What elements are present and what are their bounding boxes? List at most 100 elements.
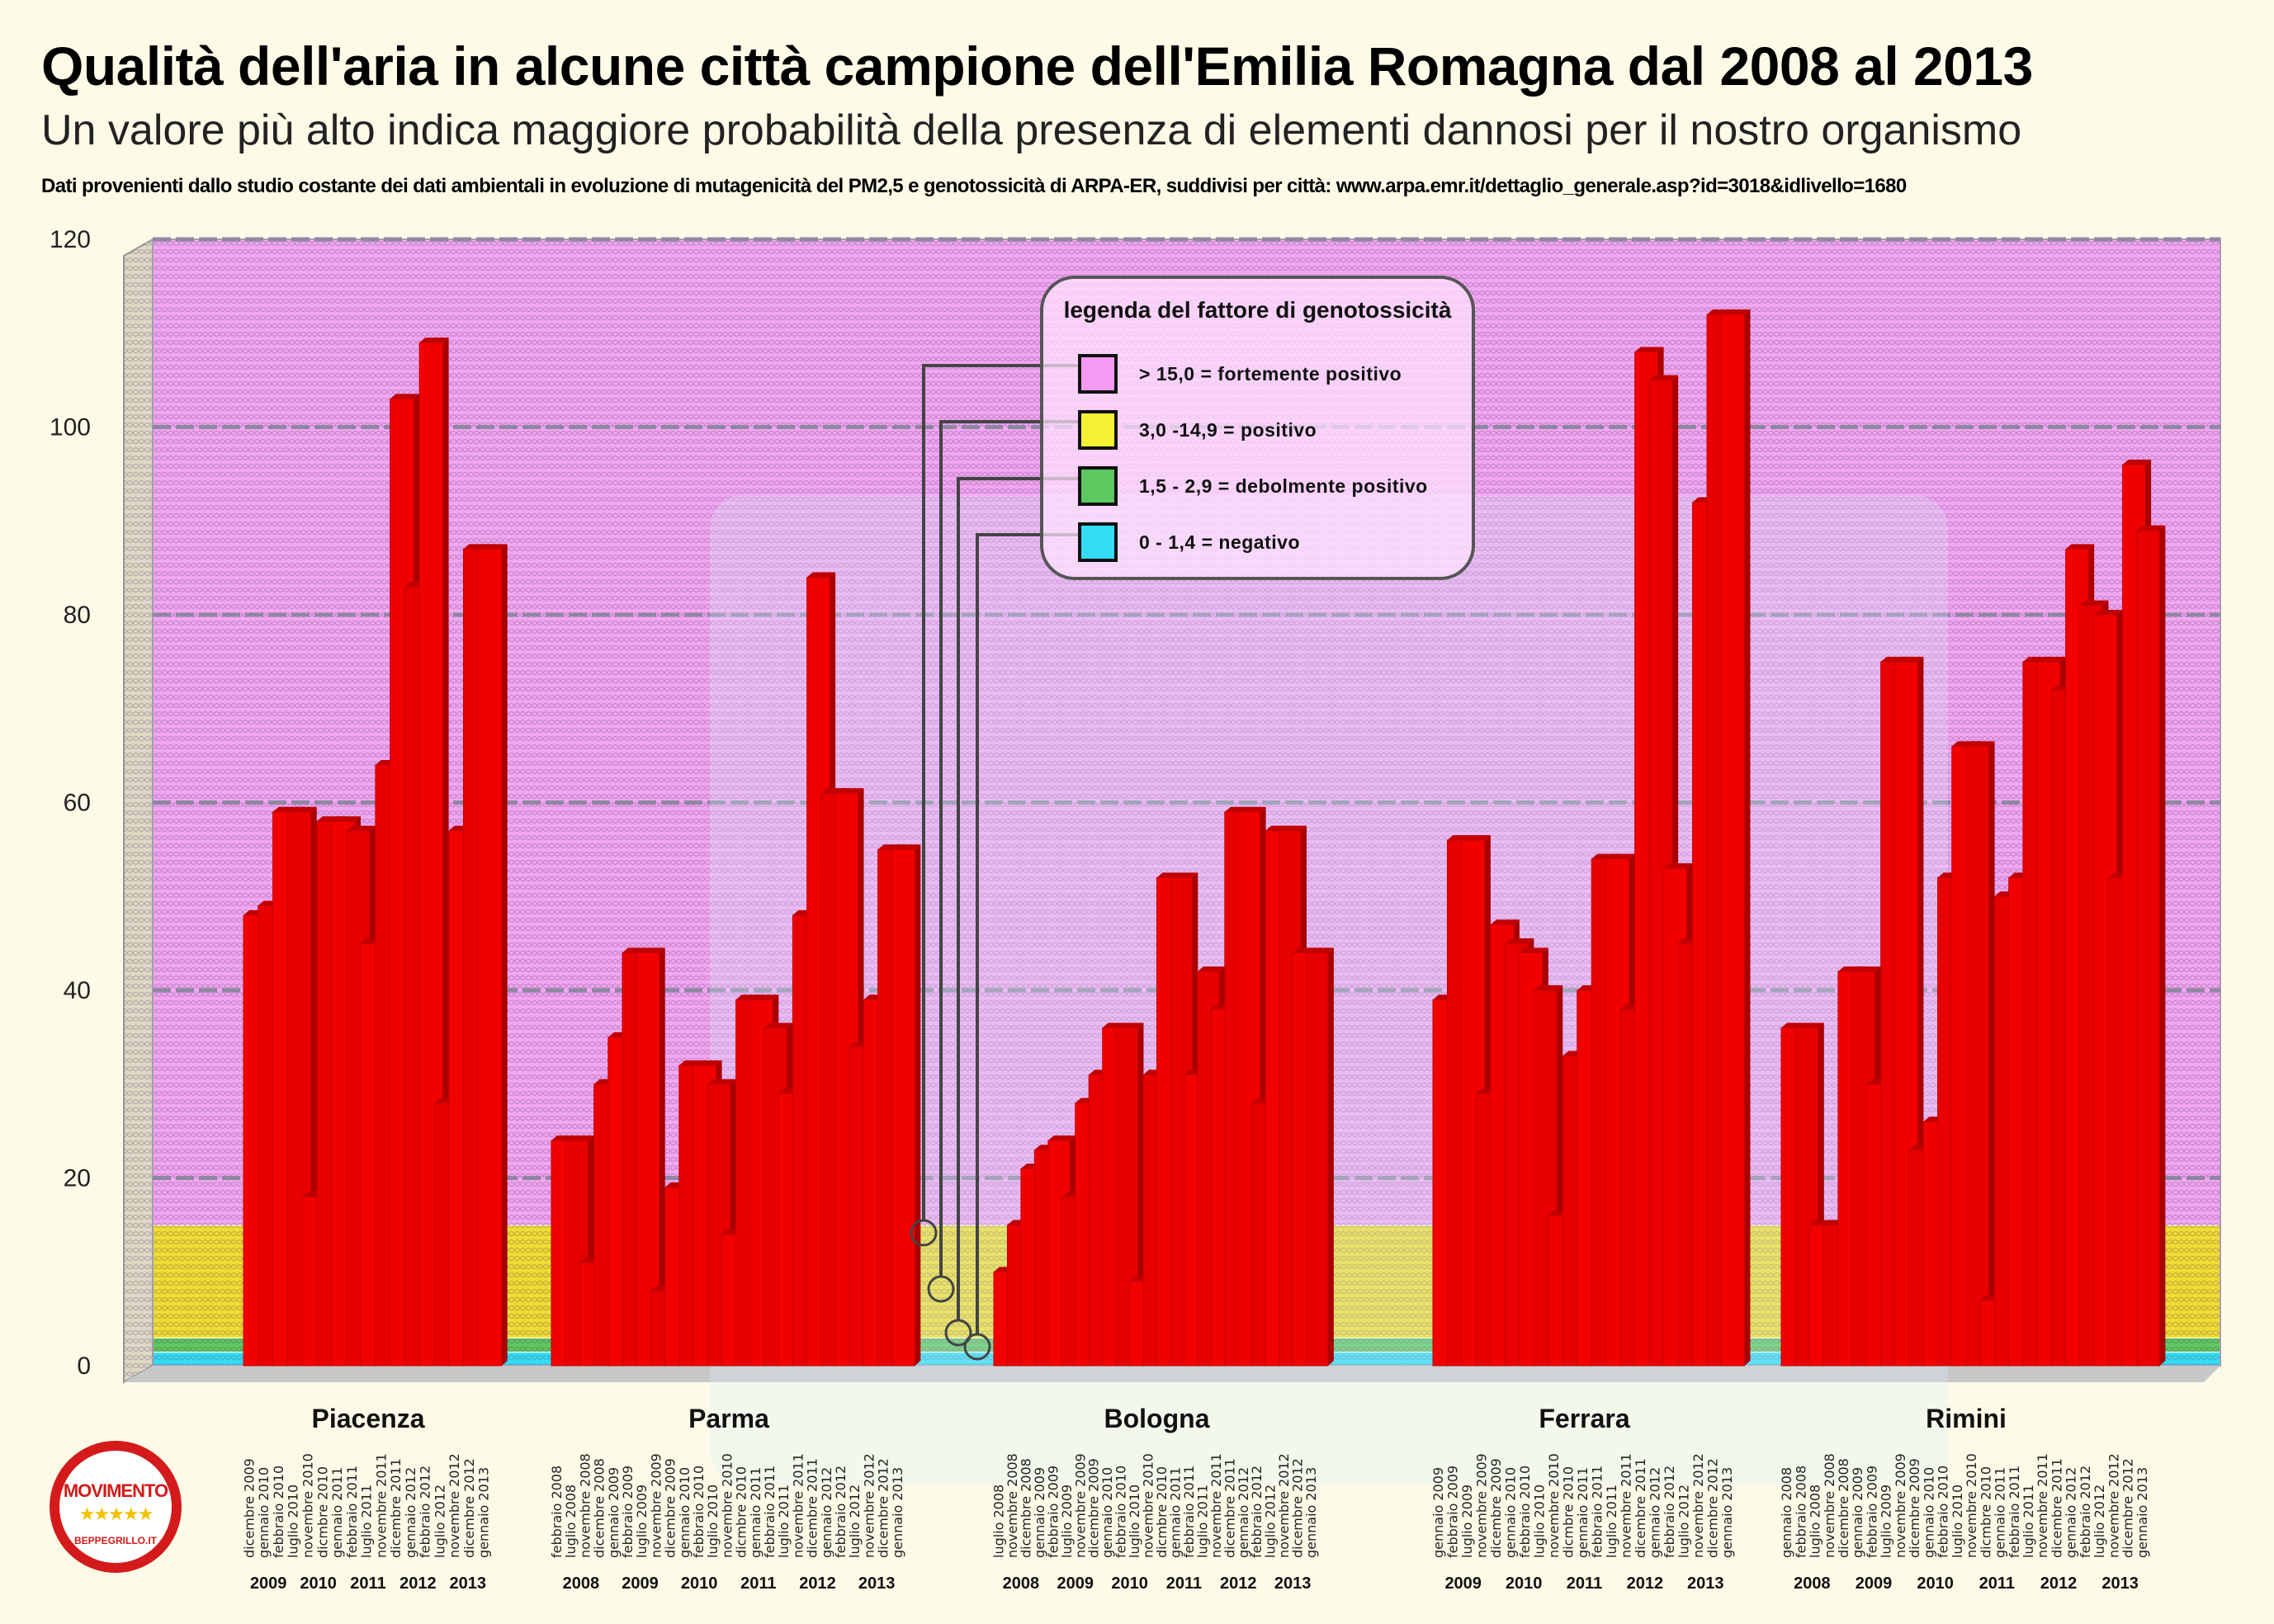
y-tick-label: 120 [50,226,91,253]
month-label: novembre 2008 [1822,1453,1837,1558]
bar-top [1966,741,1995,747]
city-bars-bologna [993,806,1334,1367]
month-label: gennaio 2009 [1430,1467,1446,1558]
bar-side [659,947,665,1366]
month-label: dicembre 2008 [592,1458,608,1558]
bar-side [1327,947,1334,1366]
bar-top [2065,544,2095,550]
month-label: novembre 2009 [1893,1453,1908,1558]
bar-side [1744,309,1751,1366]
month-label: gennaio 2010 [1503,1467,1519,1558]
bar-top [2094,610,2123,615]
bar [477,544,508,1367]
city-label: Piacenza [312,1404,425,1433]
bar-top [2122,460,2152,465]
bar-front [1721,314,1745,1367]
month-label: gennaio 2011 [1167,1467,1183,1558]
month-label: luglio 2009 [1459,1485,1475,1558]
year-label: 2008 [1794,1574,1831,1593]
legend-label: 1,5 - 2,9 = debolmente positivo [1139,474,1428,497]
chart-title: Qualità dell'aria in alcune città campio… [41,35,2033,97]
year-label: 2009 [1057,1574,1094,1593]
month-label: dicembre 2009 [241,1458,257,1558]
logo-text: MOVIMENTO [63,1480,168,1501]
bar-top [1634,347,1664,352]
bar-top [835,788,864,794]
month-label: luglio 2010 [1127,1485,1142,1558]
bar-top [636,947,665,953]
bar-top [1490,919,1520,925]
year-label: 2011 [1567,1574,1602,1593]
month-label: luglio 2009 [1879,1485,1894,1558]
logo-subtext: BEPPEGRILLO.IT [73,1535,157,1546]
month-label: novembre 2009 [1474,1453,1490,1558]
floor [124,1366,2220,1382]
bar-side [2159,525,2166,1366]
bar-front [1306,952,1329,1367]
month-label: febbraio 2012 [2078,1466,2093,1558]
month-label: luglio 2008 [1808,1485,1823,1558]
month-label: gennaio 2013 [2135,1467,2150,1558]
bar-top [764,1022,793,1028]
month-label: febbraio 2010 [1936,1466,1951,1558]
bar-top [2079,600,2109,606]
month-label: luglio 2010 [1532,1485,1548,1558]
year-label: 2011 [1979,1574,2015,1593]
month-label: febbraio 2008 [549,1466,565,1558]
legend-swatch [1078,354,1118,394]
month-label: novembre 2010 [719,1453,735,1558]
month-label: gennaio 2011 [1575,1467,1591,1558]
movimento-logo: MOVIMENTO ★★★★★ BEPPEGRILLO.IT [50,1441,182,1573]
connector-circle [910,1219,938,1247]
month-label: novembre 2011 [1618,1453,1633,1558]
month-label: febbraio 2008 [1793,1466,1808,1558]
month-label: febbraio 2010 [691,1466,707,1558]
month-label: dicembre 2011 [1633,1458,1648,1558]
month-label: gennaio 2012 [403,1467,418,1558]
month-label: gennaio 2009 [1032,1467,1047,1558]
city-bars-rimini [1780,460,2166,1367]
bar-top [1197,966,1226,972]
month-label: novembre 2012 [2106,1453,2121,1558]
month-label: dicembre 2011 [805,1458,820,1558]
month-label: gennaio 2013 [890,1467,905,1558]
legend-label: > 15,0 = fortemente positivo [1139,362,1402,385]
month-label: novembre 2010 [1546,1453,1562,1558]
month-label: gennaio 2009 [606,1467,622,1558]
month-label: dicembre 2009 [663,1458,678,1558]
legend-swatch [1078,522,1118,562]
month-label: luglio 2012 [432,1485,447,1558]
month-label: dicembre 2011 [388,1458,404,1558]
month-label: dicembre 2009 [1907,1458,1922,1558]
bar-side [915,844,921,1366]
connector-circle [963,1333,991,1361]
month-label: febbraio 2010 [271,1466,286,1558]
bar [1721,309,1751,1367]
month-label: novembre 2009 [648,1453,664,1558]
bar-front [2136,530,2160,1367]
bar-top [1721,309,1751,314]
bar-top [390,394,420,399]
side-wall-hatch [124,239,153,1382]
year-label: 2008 [1003,1574,1040,1593]
city-label: Bologna [1104,1404,1210,1433]
year-label: 2011 [740,1574,776,1593]
month-label: gennaio 2011 [1993,1467,2008,1558]
month-label: febbraio 2011 [762,1466,778,1558]
bars [243,309,2166,1367]
month-label: gennaio 2013 [1719,1467,1735,1558]
month-label: gennaio 2010 [256,1467,272,1558]
city-label: Ferrara [1539,1404,1630,1433]
month-label: novembre 2012 [447,1453,462,1558]
year-label: 2012 [2040,1574,2078,1593]
month-label: gennaio 2010 [1921,1467,1936,1558]
year-label: 2013 [1687,1574,1724,1593]
month-label: febbraio 2010 [1517,1466,1533,1558]
month-label: febbraio 2009 [1864,1466,1879,1558]
month-label: gennaio 2012 [2064,1467,2079,1558]
month-label: febbraio 2011 [1589,1466,1605,1558]
month-label: gennaio 2010 [677,1467,693,1558]
bar-top [1649,375,1679,380]
month-label: luglio 2012 [2092,1485,2107,1558]
year-label: 2012 [1220,1574,1257,1593]
